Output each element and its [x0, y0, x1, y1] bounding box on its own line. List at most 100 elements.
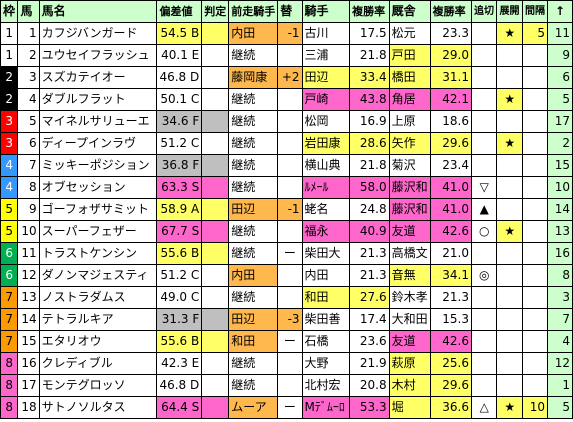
- trainer-rate-cell: 41.0: [429, 198, 473, 221]
- prev-jockey-cell: 継続: [228, 176, 279, 199]
- jockey-rate-cell: 33.4: [349, 66, 390, 89]
- table-row[interactable]: 4 8 オブセッション 63.3 S 継続 ﾙﾒｰﾙ 58.0 藤沢和 41.0 ▽ 10: [0, 176, 573, 199]
- header-kishu[interactable]: 騎手: [301, 0, 351, 23]
- table-row[interactable]: 6 12 ダノンマジェスティ 51.2 C 内田 内田 21.3 音無 34.1 ◎ 8: [0, 264, 573, 287]
- trainer-rate-cell: 29.6: [429, 374, 473, 397]
- grade-spacer: [201, 22, 230, 45]
- horse-name-cell: カフジバンガード: [38, 22, 158, 45]
- score-value: 34.6: [161, 114, 189, 128]
- jockey-change-cell: [277, 220, 303, 243]
- header-fuku2[interactable]: 複勝率: [429, 0, 473, 23]
- workout-cell: [470, 286, 498, 309]
- score-value: 46.8: [159, 378, 187, 392]
- pace-cell: [496, 66, 523, 89]
- table-row[interactable]: 2 4 ダブルフラット 50.1 C 継続 戸崎 43.8 角居 42.1 ★ 5: [0, 88, 573, 111]
- table-row[interactable]: 8 16 クレディブル 42.3 E 継続 大野 21.9 萩原 25.6 12: [0, 352, 573, 375]
- workout-cell: [470, 44, 498, 67]
- jockey-change-cell: [277, 132, 303, 155]
- header-fuku1[interactable]: 複勝率: [349, 0, 390, 23]
- header-hantei[interactable]: 判定: [201, 0, 230, 23]
- jockey-rate-cell: 21.3: [349, 264, 390, 287]
- header-tenkai[interactable]: 展開: [496, 0, 523, 23]
- table-row[interactable]: 4 7 ミッキーポジション 36.8 F 継続 横山典 21.8 菊沢 23.4 15: [0, 154, 573, 177]
- jockey-cell: 柴田大: [301, 242, 351, 265]
- rank-cell: 16: [546, 242, 573, 265]
- header-kankaku[interactable]: 間隔: [521, 0, 548, 23]
- jockey-rate-cell: 21.9: [349, 352, 390, 375]
- prev-jockey-cell: 継続: [228, 154, 279, 177]
- pace-cell: [496, 352, 523, 375]
- horse-name-cell: テトラルキア: [38, 308, 158, 331]
- score-value: 67.7: [161, 224, 188, 238]
- interval-cell: [521, 374, 548, 397]
- jockey-cell: 岩田康: [301, 132, 351, 155]
- trainer-cell: 橋田: [388, 66, 431, 89]
- uma-number-cell: 1: [17, 22, 40, 45]
- workout-cell: [470, 132, 498, 155]
- grade-value: B: [187, 334, 200, 348]
- pace-cell: [496, 198, 523, 221]
- table-row[interactable]: 3 6 ディープインラヴ 51.2 C 継続 岩田康 28.6 矢作 29.6 ★ 2: [0, 132, 573, 155]
- waku-cell: 3: [0, 110, 19, 133]
- table-row[interactable]: 7 15 エタリオウ 55.6 B 和田ー石橋 23.6 友道 42.6 4: [0, 330, 573, 353]
- jockey-cell: 柴田善: [301, 308, 351, 331]
- waku-cell: 8: [0, 374, 19, 397]
- grade-value: S: [187, 400, 200, 414]
- table-row[interactable]: 5 10 スーパーフェザー 67.7 S 継続 福永 40.9 友道 42.6 ○ ★ 13: [0, 220, 573, 243]
- score-cell: 50.1 C: [156, 88, 203, 111]
- grade-spacer: [201, 264, 230, 287]
- horse-name-cell: スズカテイオー: [38, 66, 158, 89]
- interval-cell: [521, 286, 548, 309]
- header-uma[interactable]: 馬: [17, 0, 40, 23]
- jockey-cell: 石橋: [301, 330, 351, 353]
- pace-cell: ★: [496, 22, 523, 45]
- header-oikiri[interactable]: 追切: [470, 0, 498, 23]
- table-row[interactable]: 5 9 ゴーフォザサミット 58.9 A 田辺 -1 蛯名 24.8 藤沢和 41.0 ▲ 14: [0, 198, 573, 221]
- uma-number-cell: 18: [17, 396, 40, 419]
- trainer-cell: 高橋文: [388, 242, 431, 265]
- sort-arrow-icon[interactable]: ↑: [546, 0, 573, 23]
- score-value: 31.3: [161, 312, 189, 326]
- table-row[interactable]: 7 14 テトラルキア 31.3 F 田辺 -3 柴田善 17.4 大和田 15.3 7: [0, 308, 573, 331]
- header-waku[interactable]: 枠: [0, 0, 19, 23]
- interval-cell: [521, 132, 548, 155]
- table-row[interactable]: 2 3 スズカテイオー 46.8 D 藤岡康 +2 田辺 33.4 橋田 31.1 6: [0, 66, 573, 89]
- jockey-change-cell: [277, 264, 303, 287]
- jockey-change-cell: [277, 352, 303, 375]
- prev-jockey-cell: ムーア: [228, 396, 279, 419]
- prev-jockey-cell: 内田: [228, 22, 279, 45]
- header-zenso[interactable]: 前走騎手: [228, 0, 279, 23]
- horse-name-cell: クレディブル: [38, 352, 158, 375]
- waku-cell: 2: [0, 88, 19, 111]
- uma-number-cell: 16: [17, 352, 40, 375]
- table-row[interactable]: 8 17 モンテグロッソ 46.8 D 継続 北村宏 20.8 木村 29.6 1: [0, 374, 573, 397]
- table-row[interactable]: 8 18 サトノソルタス 64.4 S ムーアー Mﾃﾞﾑｰﾛ 53.3 堀 36.6 △ ★ 10 5: [0, 396, 573, 419]
- rank-cell: 8: [546, 264, 573, 287]
- waku-cell: 5: [0, 198, 19, 221]
- table-row[interactable]: 6 11 トラストケンシン 55.6 B 継続ー柴田大 21.3 高橋文 21.0 16: [0, 242, 573, 265]
- header-kae[interactable]: 替: [277, 0, 303, 23]
- jockey-cell: 戸崎: [301, 88, 351, 111]
- prev-jockey-cell: 田辺: [228, 198, 279, 221]
- interval-cell: [521, 154, 548, 177]
- rank-cell: 5: [546, 396, 573, 419]
- table-row[interactable]: 1 2 ユウセイフラッシュ 40.1 E 継続 三浦 21.8 戸田 29.0 9: [0, 44, 573, 67]
- jockey-cell: 横山典: [301, 154, 351, 177]
- score-value: 42.3: [161, 356, 188, 370]
- pace-cell: [496, 286, 523, 309]
- table-row[interactable]: 7 13 ノストラダムス 49.0 C 継続 和田 27.6 鈴木孝 21.3 3: [0, 286, 573, 309]
- header-hensachi[interactable]: 偏差値: [156, 0, 203, 23]
- header-name[interactable]: 馬名: [38, 0, 158, 23]
- rank-cell: 15: [546, 154, 573, 177]
- score-cell: 31.3 F: [156, 308, 203, 331]
- workout-cell: △: [470, 396, 498, 419]
- header-kyusha[interactable]: 厩舎: [388, 0, 431, 23]
- waku-cell: 7: [0, 330, 19, 353]
- table-row[interactable]: 1 1 カフジバンガード 54.5 B 内田 -1 古川 17.5 松元 23.3 ★ 5 11: [0, 22, 573, 45]
- horse-name-cell: マイネルサリューエ: [38, 110, 158, 133]
- trainer-cell: 藤沢和: [388, 176, 431, 199]
- jockey-change-cell: [277, 44, 303, 67]
- workout-cell: ▲: [470, 198, 498, 221]
- table-row[interactable]: 3 5 マイネルサリューエ 34.6 F 継続 松岡 16.9 上原 18.6 17: [0, 110, 573, 133]
